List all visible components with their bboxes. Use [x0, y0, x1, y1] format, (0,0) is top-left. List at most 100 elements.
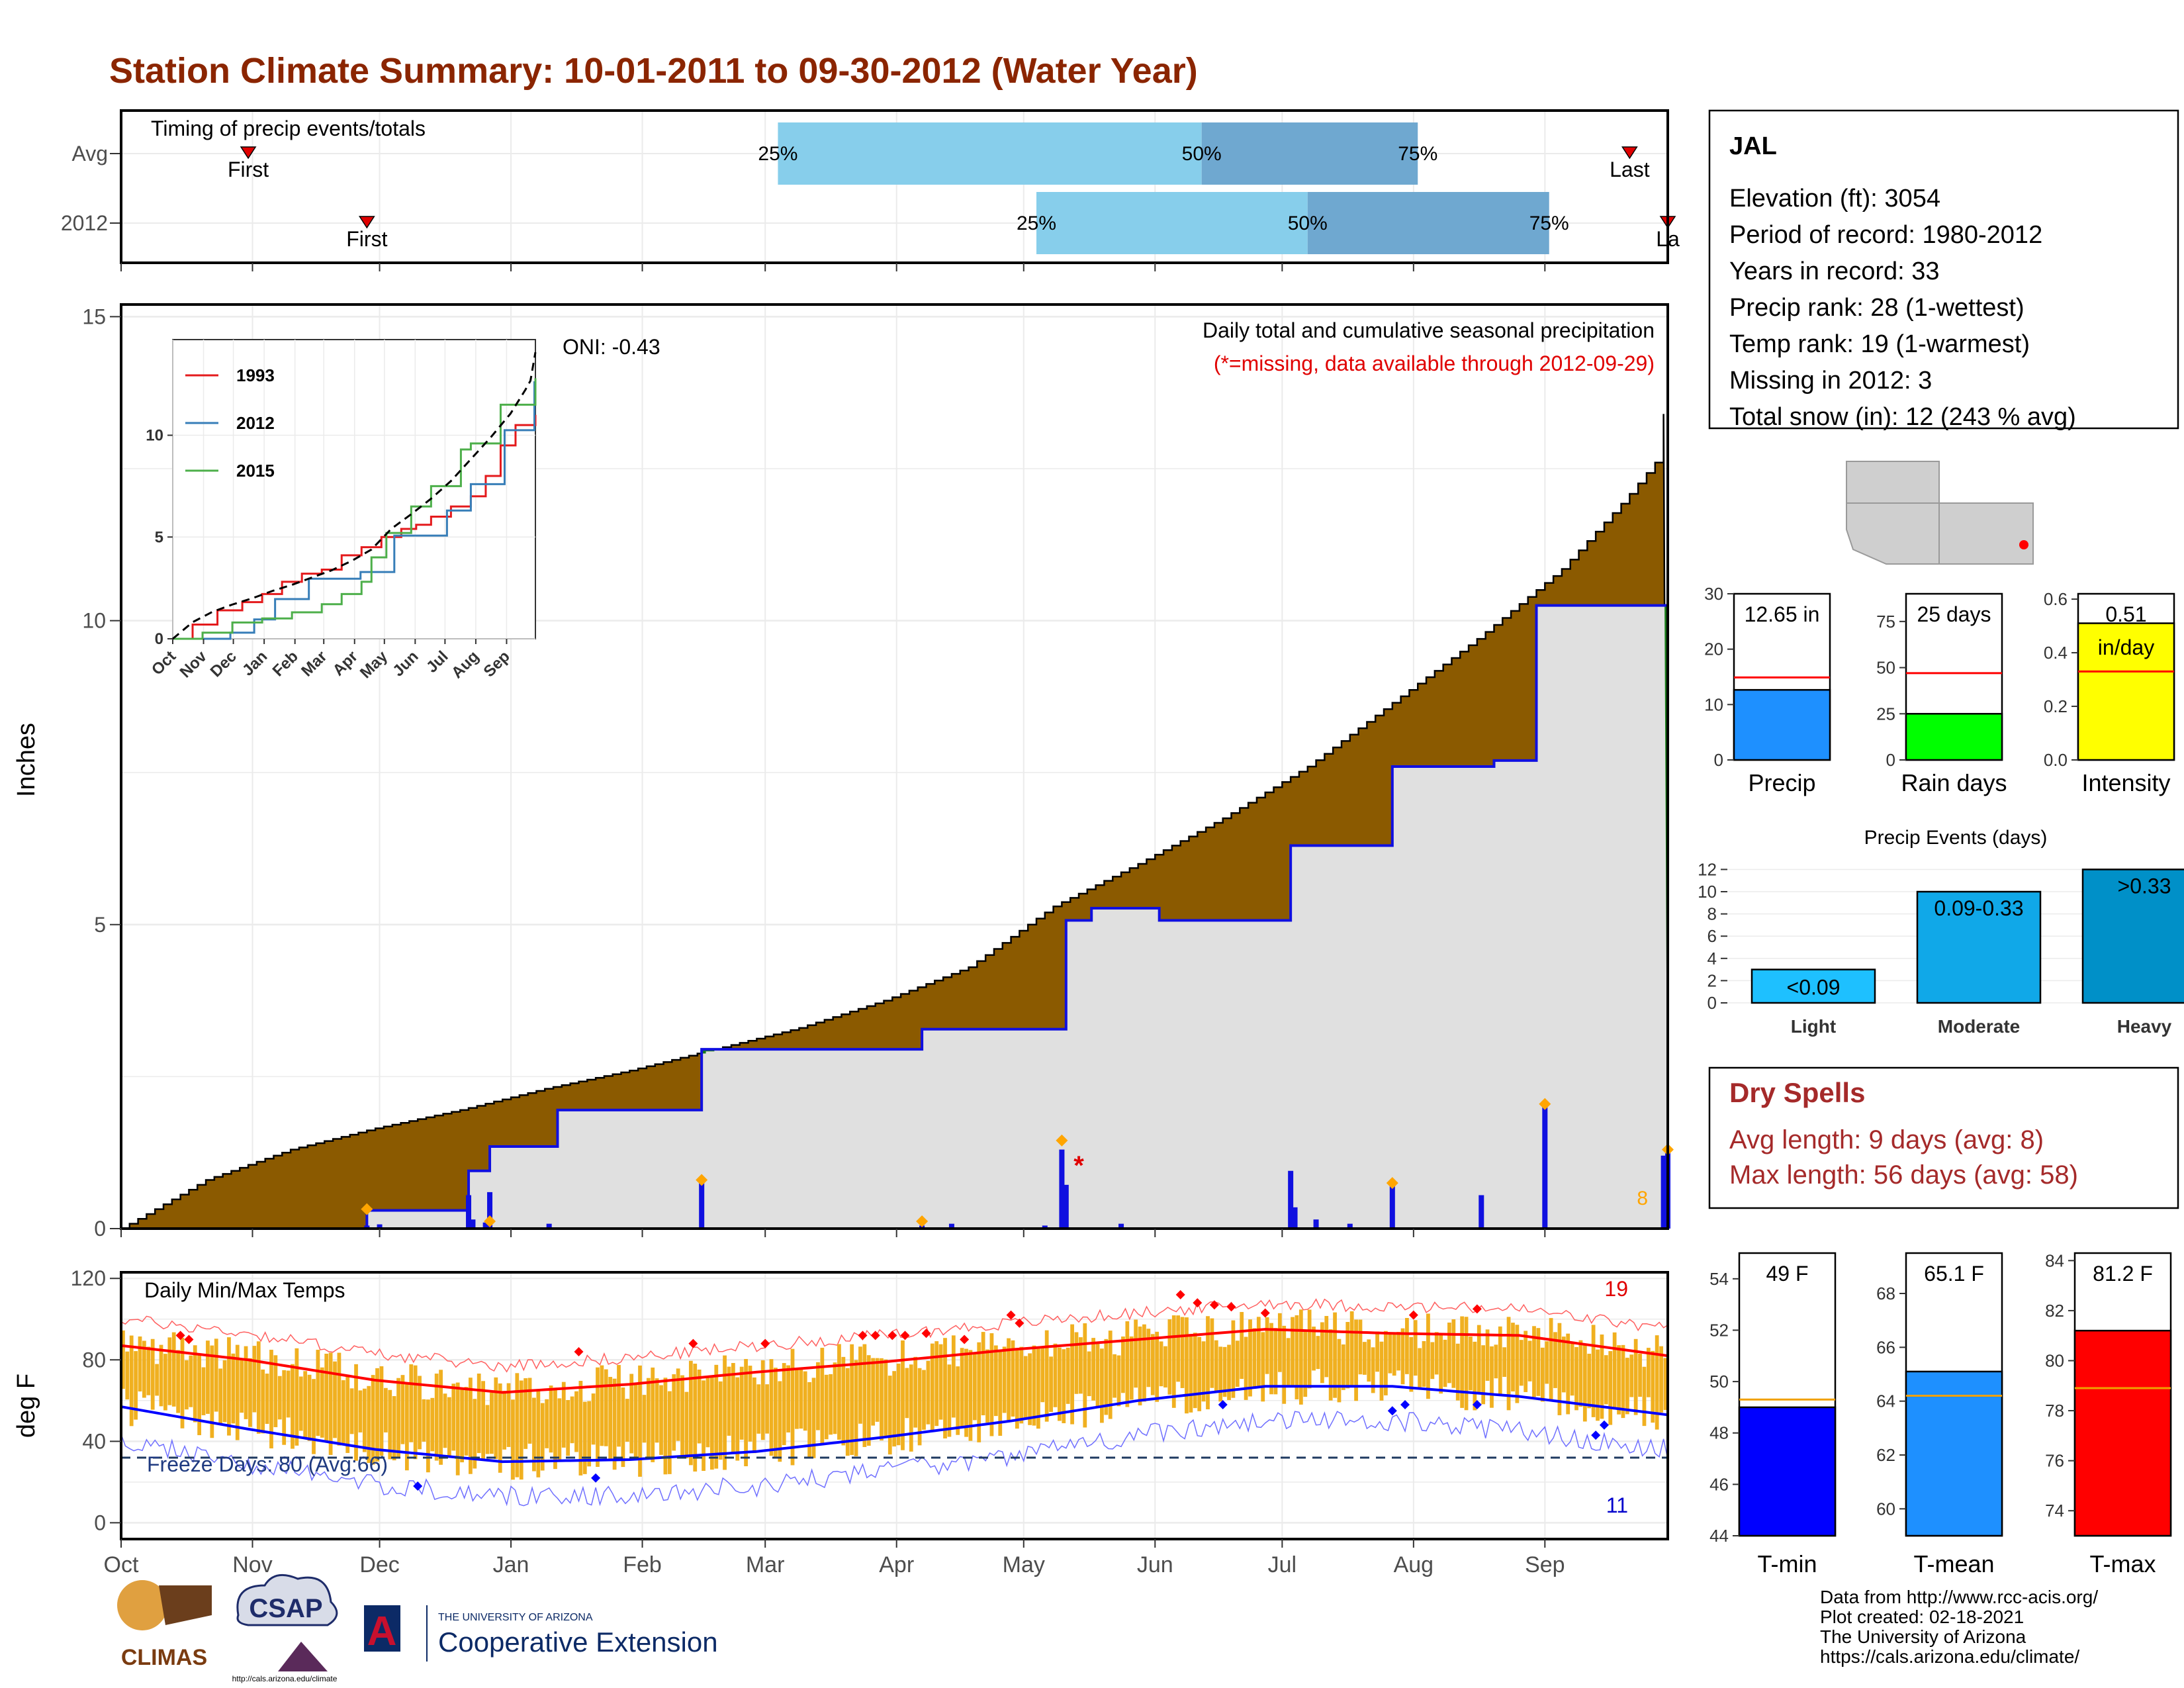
daily-temp-bar	[837, 1344, 841, 1440]
timing-row-label: 2012	[61, 211, 108, 235]
daily-temp-bar	[587, 1401, 592, 1467]
daily-temp-bar	[1396, 1332, 1400, 1371]
daily-temp-bar	[993, 1345, 998, 1417]
daily-precip-bar	[470, 1219, 476, 1229]
daily-temp-bar	[375, 1368, 379, 1462]
daily-temp-bar	[252, 1346, 257, 1413]
daily-temp-bar	[782, 1363, 786, 1446]
climas-logo-icon	[117, 1580, 167, 1630]
daily-temp-bar	[862, 1344, 867, 1447]
daily-temp-bar	[540, 1403, 545, 1471]
daily-temp-bar	[1358, 1319, 1363, 1375]
daily-temp-bar	[277, 1376, 282, 1420]
daily-temp-bar	[1087, 1351, 1091, 1397]
station-info-line: Years in record: 33	[1729, 258, 1940, 285]
daily-temp-bar	[1367, 1339, 1371, 1382]
daily-temp-bar	[1625, 1358, 1629, 1415]
temp-bar-y-tick-label: 46	[1709, 1474, 1729, 1494]
daily-temp-bar	[1307, 1309, 1312, 1389]
daily-temp-bar	[1659, 1346, 1663, 1413]
daily-temp-bar	[1337, 1338, 1342, 1403]
daily-precip-bar	[1059, 1149, 1065, 1229]
record-high-marker-icon	[184, 1335, 194, 1344]
temp-bar-y-tick-label: 80	[2045, 1350, 2064, 1370]
month-label: Oct	[104, 1552, 139, 1577]
daily-temp-bar	[1044, 1330, 1049, 1422]
summary-bar	[1733, 688, 1831, 761]
daily-temp-bar	[265, 1374, 269, 1425]
summary-y-tick-label: 20	[1704, 639, 1723, 659]
timing-avg-p75-label: 75%	[1398, 143, 1437, 165]
event-category-label: Heavy	[2117, 1016, 2172, 1037]
daily-temp-bar	[1574, 1346, 1578, 1411]
daily-temp-bar	[549, 1385, 553, 1453]
daily-temp-bar	[739, 1366, 744, 1440]
dry-max-length: Max length: 56 days (avg: 58)	[1729, 1160, 2078, 1190]
daily-temp-bar	[1333, 1312, 1337, 1398]
daily-temp-bar	[1116, 1355, 1121, 1407]
station-info-box	[1708, 109, 2179, 430]
daily-temp-bar	[769, 1359, 774, 1456]
temp-bar-value: 81.2 F	[2093, 1262, 2153, 1286]
precip-y-tick-label: 10	[82, 609, 106, 633]
daily-temp-bar	[218, 1368, 223, 1425]
daily-temp-bar	[566, 1399, 570, 1456]
daily-temp-bar	[1485, 1329, 1490, 1381]
temp-bar-y-tick-label: 48	[1709, 1423, 1729, 1443]
temp-bar-y-tick-label: 62	[1876, 1445, 1895, 1465]
daily-temp-bar	[1655, 1335, 1659, 1430]
record-low-marker-icon	[591, 1473, 601, 1483]
daily-temp-bar	[333, 1361, 337, 1438]
daily-temp-bar	[298, 1376, 303, 1431]
daily-temp-bar	[1138, 1326, 1142, 1406]
daily-temp-bar	[523, 1378, 528, 1449]
summary-y-tick-label: 0	[1886, 750, 1895, 770]
oni-label: ONI: -0.43	[563, 335, 660, 359]
record-high-marker-icon	[900, 1331, 910, 1340]
csap-logo-text: CSAP	[249, 1594, 322, 1623]
timing-2012-q2-bar	[1307, 192, 1549, 254]
daily-temp-bar	[748, 1366, 752, 1442]
daily-temp-bar	[1434, 1332, 1439, 1375]
csap-url: http://cals.arizona.edu/climate	[232, 1674, 338, 1683]
daily-precip-bar	[377, 1224, 383, 1229]
daily-temp-bar	[320, 1367, 324, 1438]
daily-temp-bar	[570, 1396, 574, 1444]
daily-temp-bar	[951, 1335, 956, 1418]
daily-precip-bar	[1389, 1183, 1395, 1229]
record-high-marker-icon	[1175, 1289, 1185, 1299]
daily-temp-bar	[591, 1393, 596, 1445]
daily-temp-bar	[1447, 1322, 1451, 1383]
daily-temp-bar	[273, 1355, 278, 1427]
daily-temp-bar	[841, 1356, 846, 1446]
month-label: Jan	[493, 1552, 529, 1577]
daily-temp-bar	[303, 1371, 308, 1438]
daily-temp-bar	[1155, 1331, 1160, 1402]
daily-temp-bar	[1349, 1311, 1354, 1386]
daily-temp-bar	[1621, 1344, 1625, 1419]
daily-temp-bar	[222, 1360, 227, 1423]
summary-bar-label: Intensity	[2081, 769, 2170, 796]
daily-temp-bar	[1604, 1355, 1608, 1405]
daily-temp-bar	[201, 1367, 206, 1415]
daily-temp-bar	[1040, 1347, 1045, 1403]
station-info-line: Missing in 2012: 3	[1729, 367, 1932, 395]
daily-temp-bar	[1633, 1338, 1638, 1415]
daily-temp-bar	[422, 1399, 426, 1442]
daily-temp-bar	[909, 1364, 913, 1452]
daily-temp-bar	[312, 1379, 316, 1454]
cumulative-2012-line	[121, 459, 1669, 1230]
daily-temp-bar	[511, 1399, 515, 1480]
temp-y-axis-label: deg F	[13, 1374, 40, 1438]
daily-temp-bar	[922, 1370, 926, 1430]
daily-temp-bar	[1291, 1317, 1295, 1387]
temp-bar-y-tick-label: 54	[1709, 1269, 1729, 1289]
daily-temp-bar	[981, 1332, 985, 1416]
daily-temp-bar	[180, 1337, 185, 1429]
daily-temp-bar	[1460, 1316, 1465, 1408]
daily-temp-bar	[714, 1364, 719, 1469]
daily-temp-bar	[629, 1374, 634, 1454]
daily-temp-bar	[367, 1385, 371, 1463]
heavy-event-marker-icon	[916, 1215, 929, 1227]
daily-temp-bar	[155, 1364, 159, 1396]
